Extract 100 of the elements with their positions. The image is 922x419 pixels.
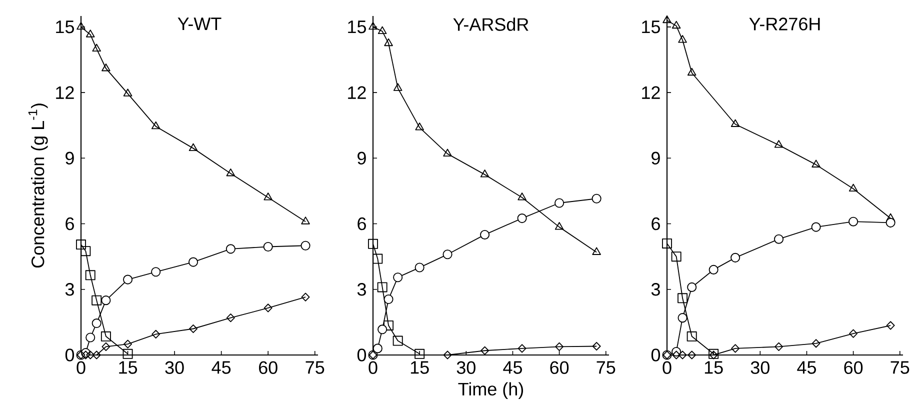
x-axis-title: Time (h) [458,382,524,400]
point [672,20,681,29]
y-tick-label: 15 [56,20,74,34]
point [393,83,402,91]
chart-title: Y-ARSdR [453,18,528,31]
y-tick-label: 0 [65,348,74,362]
x-tick-label: 45 [212,361,231,374]
point [886,218,896,228]
x-tick-label: 0 [662,361,672,374]
point [377,282,388,292]
point [81,350,90,360]
point [443,148,452,157]
point [85,270,96,280]
point [188,257,198,267]
point [730,119,740,127]
point [264,304,272,312]
point [517,214,527,224]
x-tick-label: 30 [165,361,184,374]
y-tick-label: 3 [357,283,366,296]
point [92,44,101,52]
point [372,254,383,264]
point [188,143,198,152]
point [393,272,403,282]
x-tick-label: 30 [456,361,476,374]
x-tick-label: 60 [550,361,569,374]
point [189,324,198,334]
y-tick-label: 12 [348,86,366,99]
point [415,122,424,130]
point [301,216,310,224]
x-tick-label: 60 [259,361,278,374]
point [592,194,602,204]
y-tick-label: 9 [358,152,366,165]
point [101,296,111,306]
x-tick-label: 0 [76,361,86,374]
y-tick-label: 9 [652,152,660,165]
point [518,344,526,353]
point [731,344,740,353]
point [378,324,388,334]
point [76,22,86,30]
point [812,160,820,168]
point [122,348,133,359]
x-tick-label: 45 [797,361,816,374]
x-tick-label: 15 [704,361,723,374]
point [592,247,601,255]
point [886,321,895,330]
y-tick-label: 0 [357,348,366,362]
point [811,222,821,232]
x-tick-label: 75 [890,361,910,374]
point [392,336,403,346]
point [662,238,672,248]
point [123,274,133,284]
point [368,22,378,30]
point [151,121,160,130]
point [300,240,310,250]
point [226,244,236,254]
point [384,38,393,46]
x-tick-label: 30 [750,361,770,374]
x-tick-label: 15 [119,361,138,374]
point [688,350,696,360]
x-tick-label: 60 [844,361,863,374]
point [708,264,718,274]
point [686,331,697,342]
point [414,348,425,359]
x-tick-label: 0 [368,361,378,374]
point [554,222,564,230]
point [480,346,490,355]
point [102,342,110,352]
point [152,330,160,339]
point [678,35,687,43]
point [86,30,95,38]
y-tick-label: 6 [66,217,74,230]
point [774,342,784,352]
point [554,198,564,208]
point [480,170,490,178]
x-tick-label: 75 [596,361,616,374]
chart-title: Y-R276H [749,18,820,30]
point [301,292,310,302]
x-tick-label: 75 [306,361,324,374]
point [263,242,273,252]
point [384,320,394,330]
point [226,313,235,322]
point [92,318,102,328]
point [443,350,452,360]
point [264,192,272,200]
point [774,140,784,148]
point [86,350,95,360]
point [92,350,101,360]
y-tick-label: 6 [358,217,366,230]
point [687,68,696,76]
y-tick-label: 15 [642,20,660,34]
point [678,293,688,304]
point [92,295,102,306]
point [672,350,681,360]
point [730,252,740,262]
point [102,63,110,72]
point [671,252,682,262]
point [80,246,91,256]
point [414,262,424,272]
point [687,282,697,292]
y-tick-label: 9 [66,152,74,165]
